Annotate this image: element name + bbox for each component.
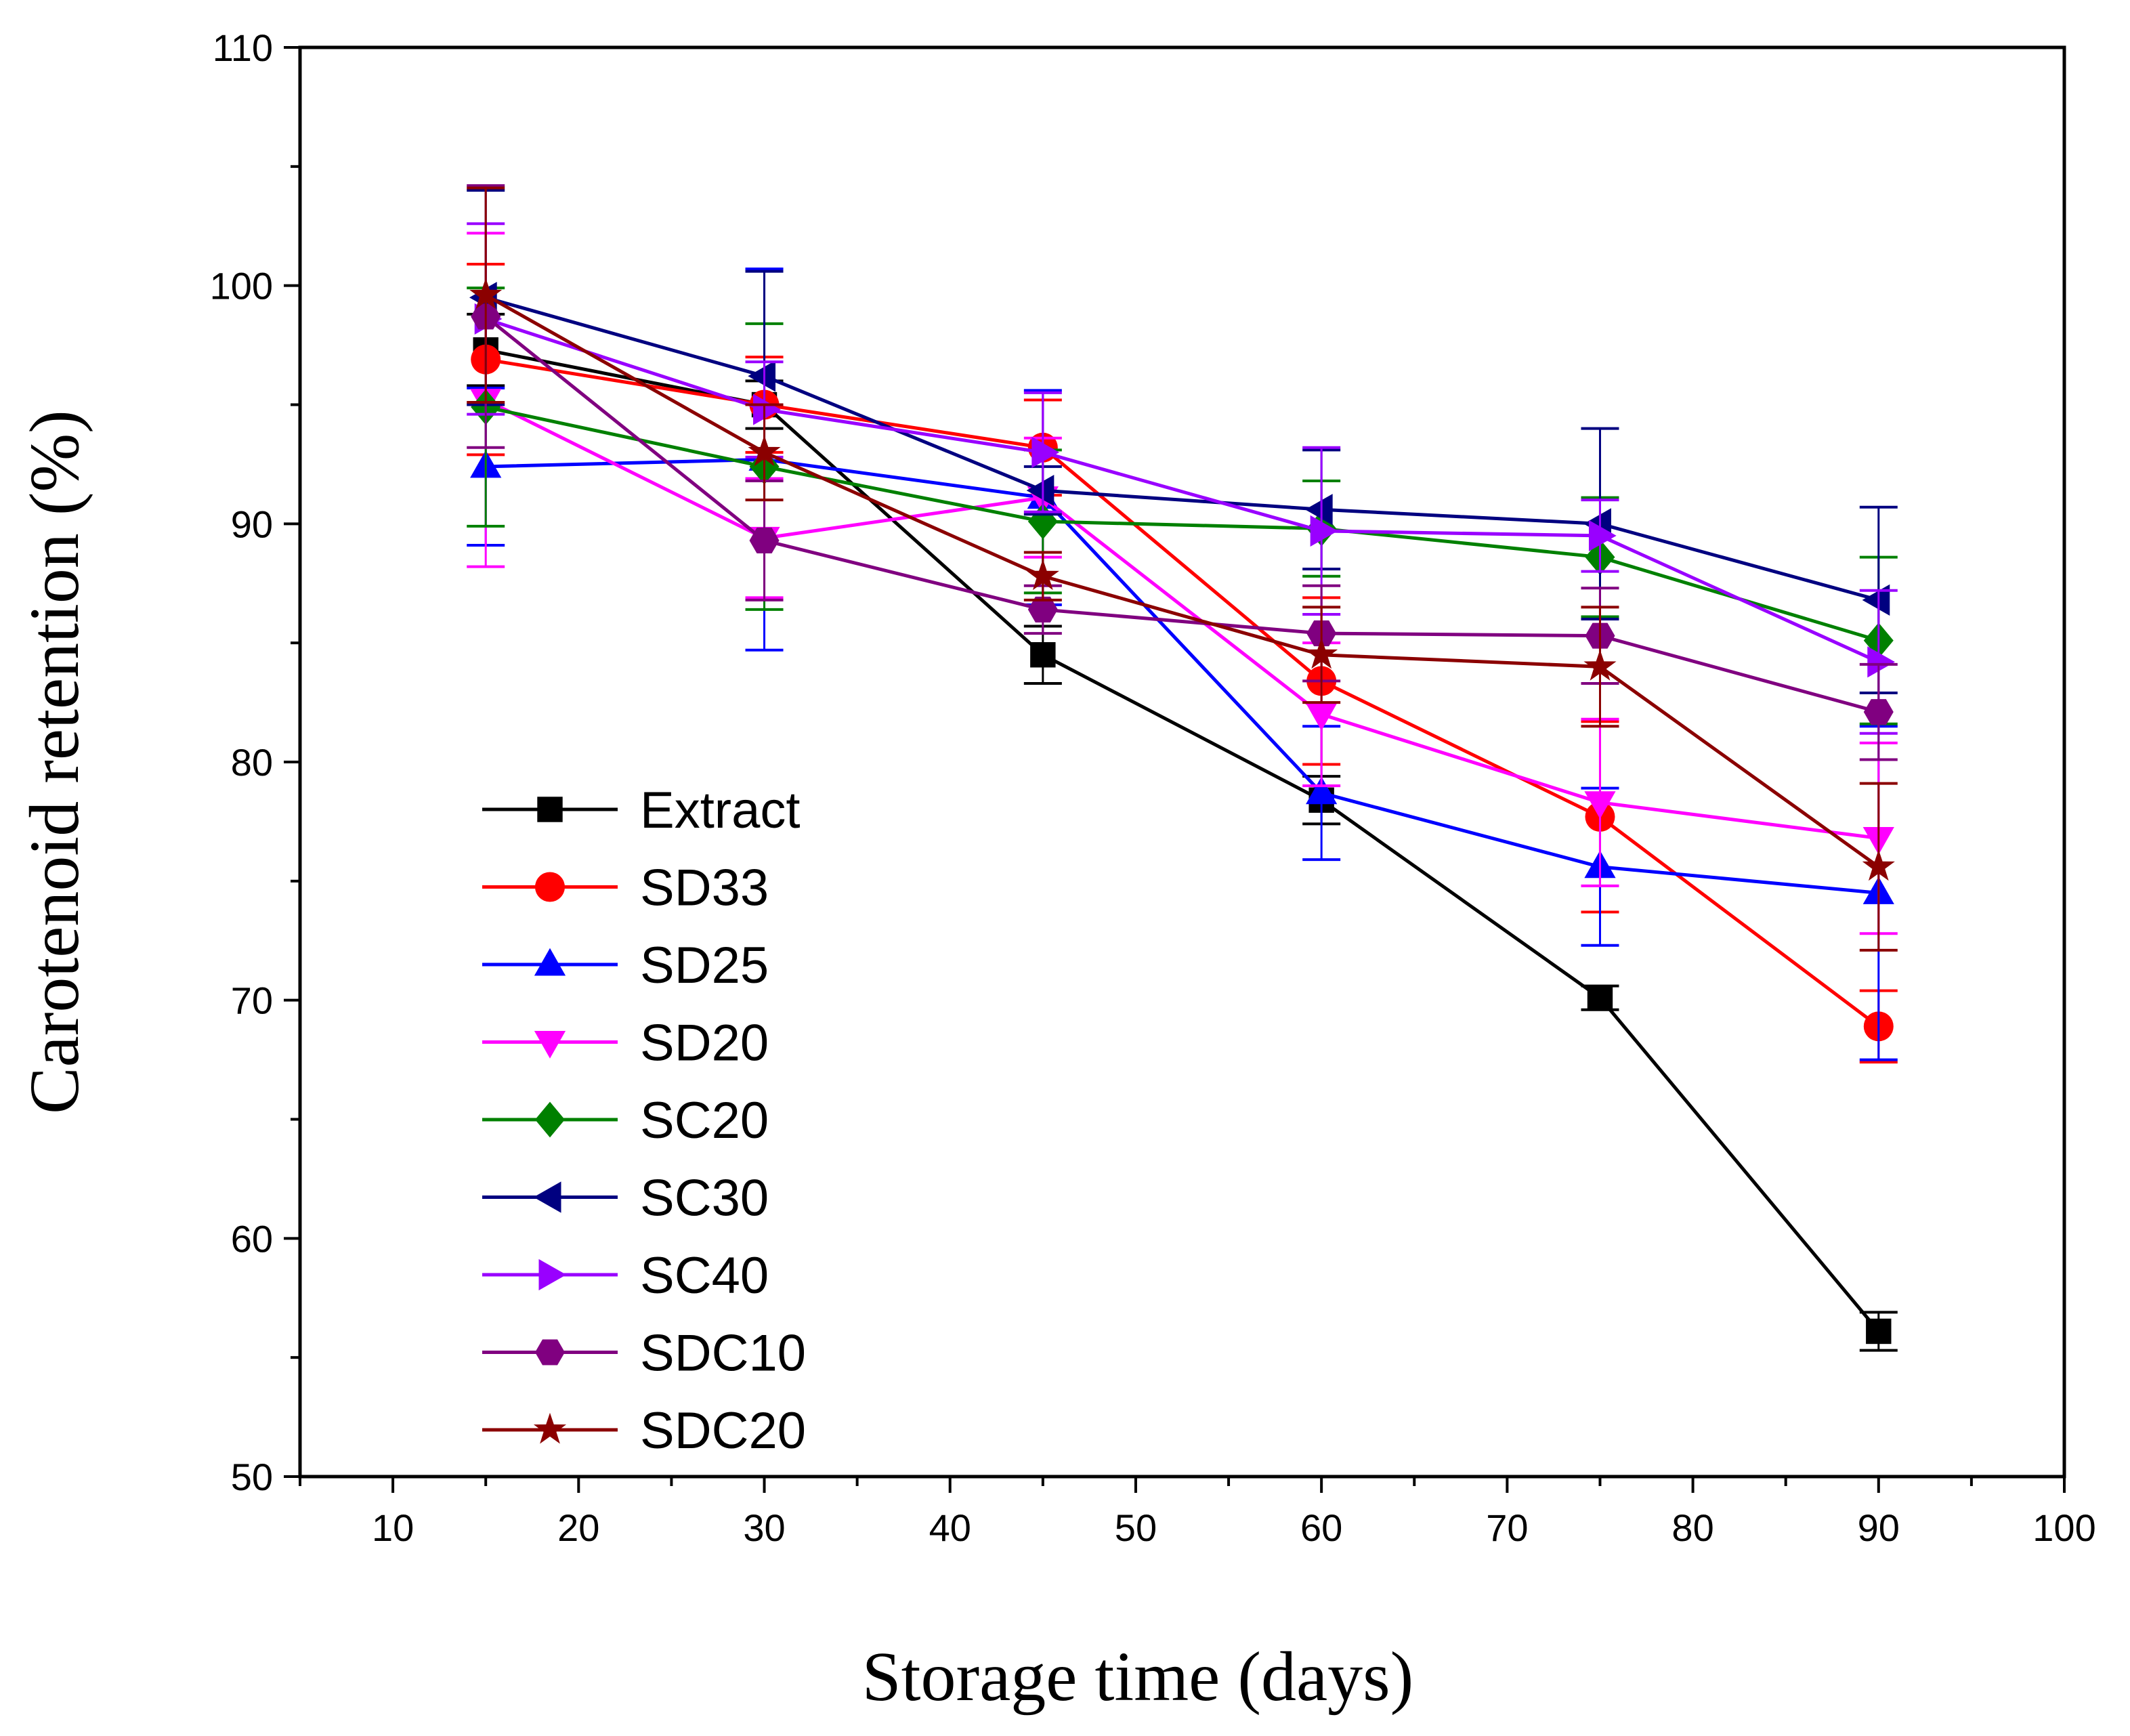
data-point	[1306, 776, 1338, 805]
x-tick-label: 80	[1671, 1506, 1713, 1549]
legend-item: SD33	[482, 860, 769, 917]
legend-item: SD20	[482, 1015, 769, 1072]
y-tick-label: 90	[231, 503, 273, 545]
x-tick-label: 10	[372, 1506, 414, 1549]
y-tick-label: 100	[210, 265, 273, 308]
series-line	[485, 398, 1879, 841]
legend-marker	[537, 797, 563, 822]
series-line	[484, 315, 1879, 714]
plot-area	[467, 184, 1898, 1352]
axis-ticks: 10 20 30 40 50 60 70 80 90 100 50 60 70 80 90 100 110	[210, 26, 2096, 1549]
legend-marker	[535, 872, 565, 902]
legend-label: SD33	[640, 860, 769, 917]
data-point	[1030, 642, 1056, 668]
x-tick-label: 100	[2032, 1506, 2095, 1549]
y-tick-label: 50	[231, 1456, 273, 1498]
data-point	[1026, 475, 1055, 507]
x-tick-label: 60	[1300, 1506, 1342, 1549]
series-line	[485, 317, 1879, 664]
plot-frame	[298, 45, 2066, 1479]
legend-item: SC40	[482, 1247, 769, 1305]
data-point	[1310, 515, 1338, 547]
legend-marker	[533, 1181, 561, 1213]
legend-marker	[534, 1031, 566, 1059]
series-line	[486, 457, 1879, 895]
x-tick-label: 30	[743, 1506, 785, 1549]
legend: Extract SD33 SD25 SD20 SC20 SC30 SC40 SDC10 SDC2…	[482, 782, 806, 1460]
legend-label: SD25	[640, 937, 769, 994]
x-tick-label: 40	[929, 1506, 971, 1549]
data-point	[1031, 436, 1060, 468]
data-point	[1584, 791, 1616, 819]
data-point	[1306, 703, 1338, 731]
series-line	[485, 405, 1879, 643]
legend-item: SD25	[482, 937, 769, 994]
legend-marker	[534, 948, 566, 976]
legend-item: SC20	[482, 1092, 769, 1149]
x-tick-label: 70	[1486, 1506, 1528, 1549]
series-sc30	[467, 189, 1898, 695]
legend-marker	[538, 1258, 567, 1291]
y-tick-label: 60	[231, 1217, 273, 1260]
legend-label: SC20	[640, 1092, 769, 1149]
data-point	[1862, 849, 1895, 881]
data-point	[1583, 650, 1617, 681]
data-point	[1866, 1318, 1892, 1345]
legend-label: SDC20	[640, 1402, 806, 1460]
legend-marker	[535, 1101, 565, 1138]
data-point	[1026, 559, 1059, 591]
x-tick-label: 20	[557, 1506, 599, 1549]
legend-label: SDC10	[640, 1325, 806, 1382]
data-point	[748, 435, 781, 467]
y-tick-label: 110	[213, 26, 273, 69]
y-tick-label: 80	[231, 741, 273, 784]
legend-label: SC30	[640, 1170, 769, 1227]
legend-item: SDC20	[482, 1402, 806, 1460]
y-tick-label: 70	[231, 979, 273, 1022]
legend-label: Extract	[640, 782, 801, 839]
legend-marker	[533, 1412, 567, 1444]
legend-marker	[535, 1339, 565, 1365]
data-point	[1588, 520, 1617, 552]
y-axis-title: Carotenoid retention (%)	[16, 410, 93, 1114]
data-point	[748, 360, 776, 392]
series-sdc20	[467, 186, 1898, 952]
data-point	[1027, 596, 1058, 622]
series-line	[485, 358, 1880, 1028]
x-tick-label: 50	[1115, 1506, 1157, 1549]
data-point	[1304, 494, 1333, 526]
series-sdc10	[467, 184, 1898, 761]
data-point	[1587, 985, 1613, 1011]
legend-label: SC40	[640, 1247, 769, 1305]
data-point	[1305, 637, 1338, 669]
legend-item: SDC10	[482, 1325, 806, 1382]
x-tick-label: 90	[1858, 1506, 1900, 1549]
data-point	[1863, 699, 1894, 725]
data-point	[1862, 584, 1890, 616]
legend-item: Extract	[482, 782, 801, 839]
data-point	[469, 278, 503, 310]
legend-label: SD20	[640, 1015, 769, 1072]
legend-item: SC30	[482, 1170, 769, 1227]
data-point	[749, 527, 780, 554]
x-axis-title: Storage time (days)	[862, 1638, 1413, 1716]
data-point	[1867, 646, 1895, 678]
data-point	[753, 394, 781, 425]
series-line	[485, 295, 1879, 602]
series-line	[484, 293, 1880, 868]
